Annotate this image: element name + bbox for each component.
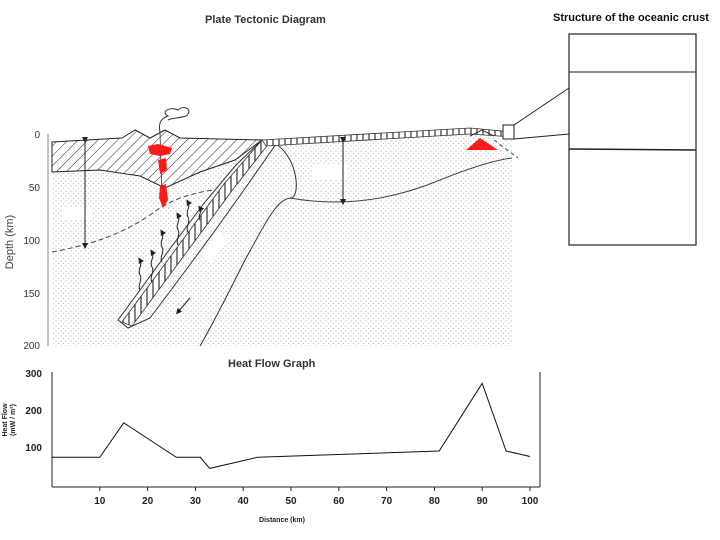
heat-x-tick-label: 90	[477, 496, 489, 507]
ridge-magma-chamber	[466, 138, 498, 150]
rising-melt-arrows	[138, 199, 205, 291]
depth-tick-label: 50	[29, 183, 41, 194]
callout-line-top	[513, 87, 570, 126]
melt-arrow	[176, 212, 183, 246]
depth-tick-label: 150	[23, 289, 40, 300]
heat-flow-line	[52, 382, 531, 469]
heat-y-tick-label: 100	[25, 443, 42, 454]
callout-line-bottom	[513, 133, 570, 140]
heat-x-ticks: 10 20 30 40 50 60 70 80 90 100	[94, 487, 539, 507]
heat-x-tick-label: 70	[381, 496, 393, 507]
volcano-plume	[159, 107, 190, 133]
melt-arrow	[198, 205, 205, 221]
heat-y-tick-label: 300	[25, 369, 42, 380]
depth-tick-label: 100	[23, 236, 40, 247]
magma-chamber	[158, 158, 167, 174]
heat-flow-title: Heat Flow Graph	[228, 358, 316, 370]
crust-layer-divider	[568, 148, 697, 151]
magma-chamber	[159, 184, 168, 208]
melt-arrow	[138, 257, 145, 291]
melt-arrow	[150, 249, 157, 283]
heat-x-axis-label: Distance (km)	[259, 517, 305, 524]
heat-y-axis-unit: (mW / m²)	[10, 404, 17, 436]
oceanic-lithosphere-base	[289, 157, 513, 203]
heat-flow-chart: 100 200 300 10 20 30 40 50 60 70 80 90 100 Heat F…	[2, 369, 541, 524]
magma-chamber	[148, 144, 172, 156]
crust-structure-title: Structure of the oceanic crust	[553, 12, 709, 24]
blank-label-box	[201, 230, 229, 262]
depth-tick-label: 200	[23, 341, 40, 352]
heat-x-tick-label: 40	[238, 496, 250, 507]
continental-lithosphere-base	[51, 189, 213, 253]
slab-crust-band	[121, 139, 271, 327]
heat-x-tick-label: 10	[94, 496, 106, 507]
melt-arrow	[160, 229, 167, 263]
melt-arrow	[186, 199, 193, 233]
continental-crust	[51, 129, 264, 189]
ridge-dashed-line	[493, 139, 519, 159]
crust-sample-box	[502, 124, 515, 140]
diagram-title: Plate Tectonic Diagram	[205, 14, 326, 26]
slab-lower-boundary	[199, 143, 297, 347]
crust-structure-box	[568, 33, 697, 246]
cross-section: 0 50 100 150 200 Depth (km)	[4, 87, 570, 352]
heat-x-tick-label: 60	[333, 496, 345, 507]
slab-motion-arrow	[176, 297, 191, 315]
heat-x-tick-label: 80	[429, 496, 441, 507]
heat-y-axis-label: Heat Flow	[2, 403, 9, 437]
depth-axis-label: Depth (km)	[4, 215, 16, 269]
heat-x-tick-label: 30	[190, 496, 202, 507]
heat-x-tick-label: 20	[142, 496, 154, 507]
depth-tick-label: 0	[34, 130, 40, 141]
heat-x-tick-label: 50	[285, 496, 297, 507]
blank-label-box	[312, 164, 348, 180]
heat-x-tick-label: 100	[522, 496, 539, 507]
blank-label-box	[62, 208, 92, 220]
heat-y-tick-label: 200	[25, 406, 42, 417]
ridge-axis	[469, 129, 495, 137]
